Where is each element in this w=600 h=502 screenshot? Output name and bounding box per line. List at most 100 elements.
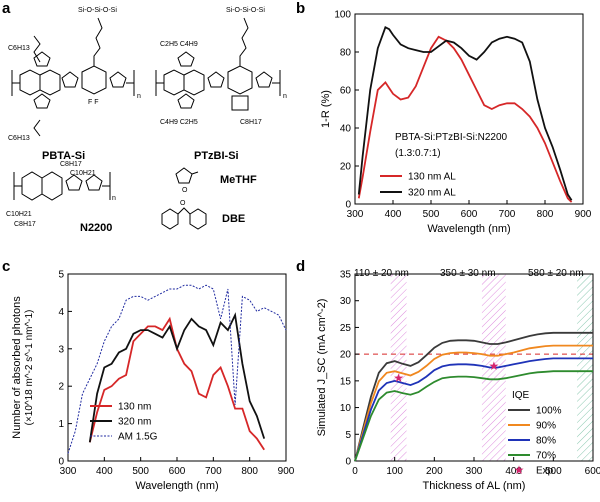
y-tick-label: 25: [340, 323, 352, 334]
exp-point: ★: [488, 359, 499, 373]
chart-d-band-label-3: 580 ± 20 nm: [528, 268, 584, 279]
x-axis-label: Wavelength (nm): [135, 480, 218, 492]
x-tick-label: 500: [545, 466, 562, 477]
x-axis-label: Thickness of AL (nm): [423, 480, 526, 492]
n2200-c8h17-bottom: C8H17: [14, 221, 36, 228]
y-tick-label: 80: [340, 48, 352, 59]
y-tick-label: 0: [58, 457, 64, 468]
y-axis-label: 1-R (%): [320, 90, 332, 128]
chart-b-annotation-ratio: (1.3:0.7:1): [395, 148, 441, 159]
pbta-si-siloxane-label: Si-O-Si-O-Si: [78, 7, 117, 14]
legend-label-2: AM 1.5G: [118, 432, 158, 443]
compound-label-dbe: DBE: [222, 213, 246, 225]
x-tick-label: 900: [575, 209, 592, 220]
legend-label-0: 130 nm: [118, 402, 151, 413]
n2200-c10h21-bottom: C10H21: [6, 211, 32, 218]
y-tick-label: 3: [58, 344, 64, 355]
x-tick-label: 400: [505, 466, 522, 477]
legend-label-0: 100%: [536, 406, 562, 417]
panel-c-letter: c: [2, 258, 11, 275]
series-line-2: [67, 284, 287, 454]
plot-frame: [67, 273, 287, 462]
chart-d-band-label-1: 110 ± 20 nm: [354, 268, 409, 279]
n2200-structure: [13, 171, 111, 201]
compound-label-ptzbi-si: PTzBI-Si: [194, 150, 239, 162]
panel-a-letter: a: [2, 0, 11, 17]
n2200-c10h21-top: C10H21: [70, 170, 96, 177]
chemical-structures-figure: Si-O-Si-O-Si C6H13 C6H13 F F n Si-O-Si-O…: [6, 7, 287, 230]
series-line-0: [354, 331, 593, 462]
y-tick-label: 0: [345, 457, 351, 468]
x-tick-label: 400: [385, 209, 402, 220]
dbe-structure: [161, 207, 207, 230]
x-tick-label: 400: [96, 466, 113, 477]
x-tick-label: 300: [60, 466, 77, 477]
y-tick-label: 5: [58, 270, 64, 281]
chart-c-absorbed-photons: 300 400 500 600 700 800 900 0 1 2 3 4 5 Wavelength (n…: [11, 270, 295, 493]
band-0: [390, 274, 407, 461]
dbe-oxygen: O: [180, 200, 186, 207]
n2200-n: n: [112, 195, 116, 202]
chart-b-reflectance: 300 400 500 600 700 800 900 0 20 40 60 80 100 Wavelen…: [320, 10, 592, 236]
legend-label-1: 320 nm AL: [408, 188, 456, 199]
panel-d-letter: d: [296, 258, 306, 275]
pbta-si-n: n: [137, 93, 141, 100]
legend-label-2: 80%: [536, 436, 556, 447]
x-tick-label: 600: [585, 466, 600, 477]
panel-b-letter: b: [296, 0, 306, 17]
chart-d-simulated-jsc: 0 100 200 300 400 500 600 0 5 10 15 20 25 30 35 Thickne…: [316, 268, 600, 492]
y-tick-label: 100: [334, 10, 351, 21]
y-tick-label: 10: [340, 403, 352, 414]
y-tick-label: 5: [345, 430, 351, 441]
ptzbi-si-sidechain-bottom: C4H9 C2H5: [160, 119, 198, 126]
x-tick-label: 700: [205, 466, 222, 477]
x-tick-label: 800: [241, 466, 258, 477]
x-tick-label: 900: [278, 466, 295, 477]
legend-label-exp: Exp.: [536, 466, 556, 477]
series-line-3: [354, 370, 593, 462]
plot-layer-b: 300 400 500 600 700 800 900 0 20 40 60 80 100 Wavelen…: [320, 10, 592, 236]
x-tick-label: 300: [466, 466, 483, 477]
x-tick-label: 600: [169, 466, 186, 477]
compound-label-n2200: N2200: [80, 222, 113, 234]
band-2: [577, 274, 593, 461]
series-line-2: [354, 357, 593, 462]
ptzbi-si-siloxane-label: Si-O-Si-O-Si: [226, 7, 265, 14]
pbta-si-fluorine: F F: [88, 99, 99, 106]
legend-swatch-exp: ★: [514, 463, 525, 477]
y-tick-label: 35: [340, 270, 352, 281]
y-tick-label: 2: [58, 382, 64, 393]
legend-label-0: 130 nm AL: [408, 172, 456, 183]
compound-label-methf: MeTHF: [220, 174, 257, 186]
chart-d-legend-title: IQE: [512, 390, 530, 401]
series-line-0: [357, 35, 573, 203]
y-axis-label: Simulated J_SC (mA cm^-2): [316, 299, 328, 437]
compound-label-pbta-si: PBTA-Si: [42, 150, 86, 162]
y-tick-label: 15: [340, 376, 352, 387]
series-line-1: [357, 26, 573, 201]
x-axis-label: Wavelength (nm): [427, 223, 510, 235]
ptzbi-si-n: n: [283, 93, 287, 100]
x-tick-label: 200: [426, 466, 443, 477]
exp-point: ★: [393, 371, 404, 385]
x-tick-label: 800: [537, 209, 554, 220]
ptzbi-si-c8h17: C8H17: [240, 119, 262, 126]
y-tick-label: 0: [345, 200, 351, 211]
x-tick-label: 700: [499, 209, 516, 220]
x-tick-label: 500: [132, 466, 149, 477]
pbta-si-sidechain-top: C6H13: [8, 45, 30, 52]
y-tick-label: 20: [340, 350, 352, 361]
methf-oxygen: O: [182, 187, 188, 194]
pbta-si-sidechain-bottom: C6H13: [8, 135, 30, 142]
y-tick-label: 60: [340, 86, 352, 97]
series-line-1: [354, 344, 593, 462]
n2200-c8h17-top: C8H17: [60, 161, 82, 168]
plot-layer-c: 300 400 500 600 700 800 900 0 1 2 3 4 5 Wavelength (n…: [11, 270, 295, 493]
legend-label-3: 70%: [536, 451, 556, 462]
legend-label-1: 90%: [536, 421, 556, 432]
methf-structure: [175, 167, 199, 184]
pbta-si-structure: [11, 17, 135, 137]
y-tick-label: 4: [58, 307, 64, 318]
chart-d-band-label-2: 350 ± 30 nm: [440, 268, 496, 279]
y-axis-label: Number of absorbed photons: [11, 296, 23, 439]
